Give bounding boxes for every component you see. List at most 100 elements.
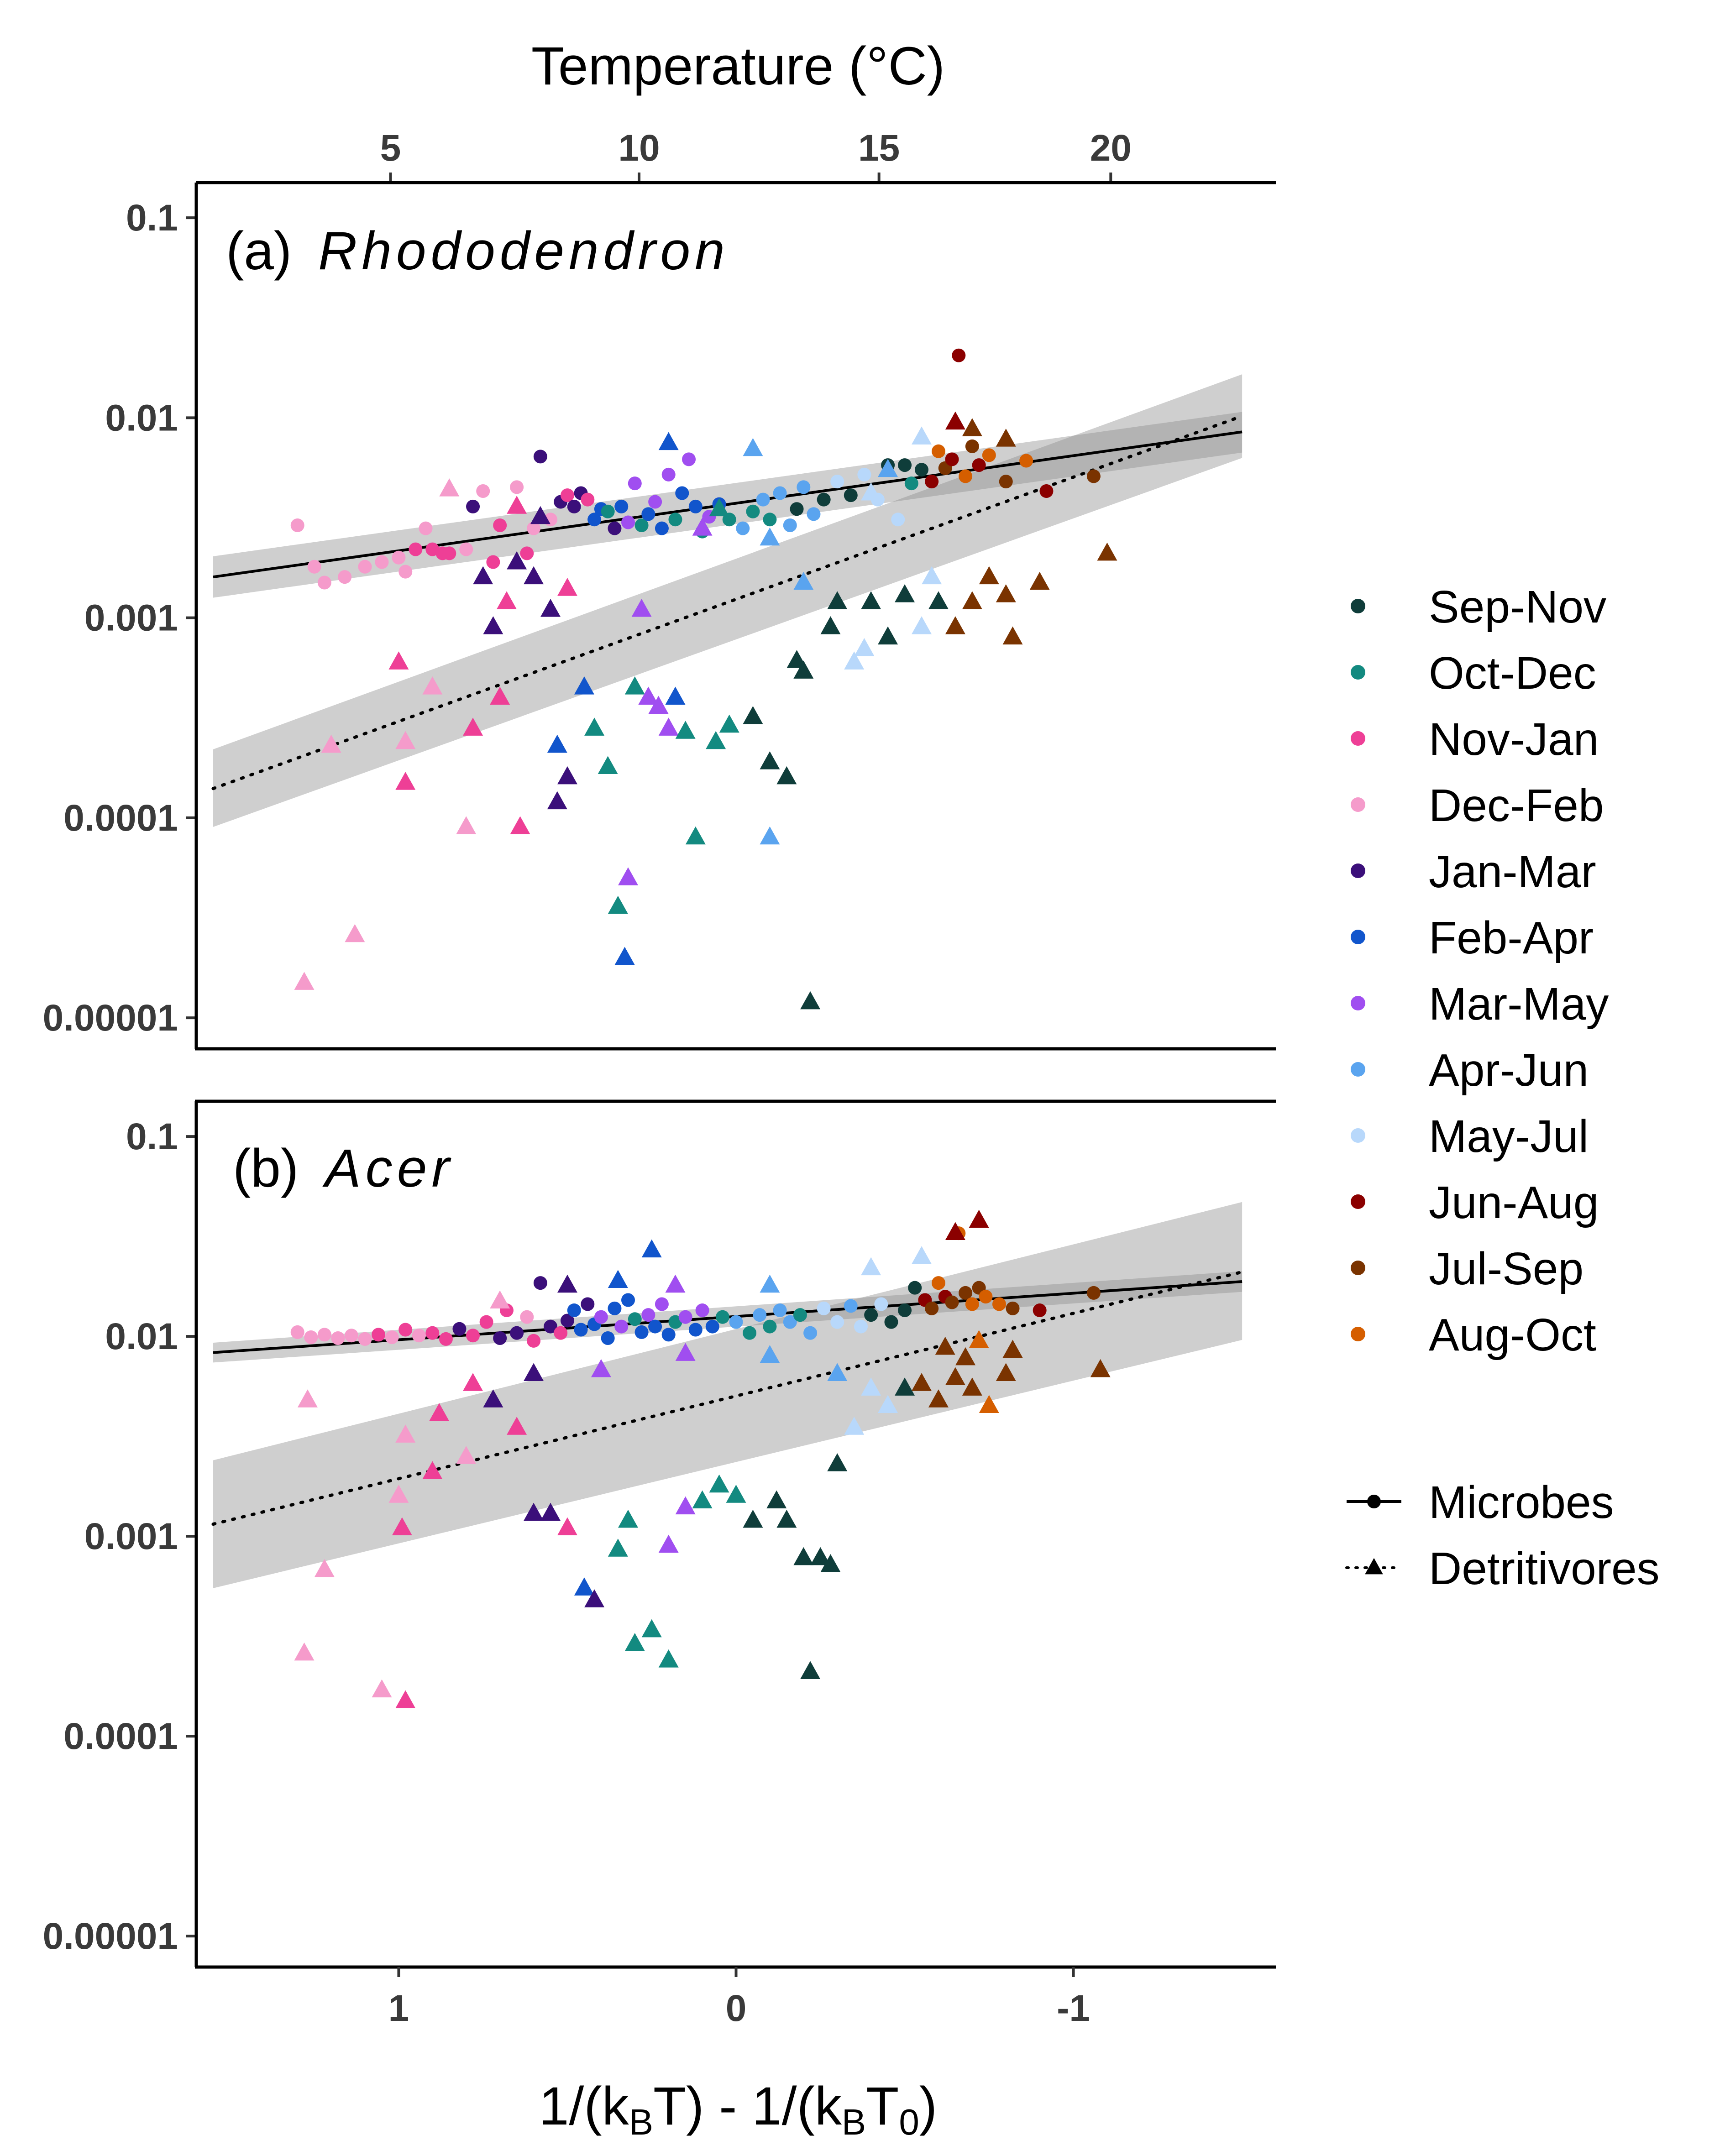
panel-b-point-triangle: [429, 1403, 450, 1421]
panel-b-point-triangle: [675, 1496, 696, 1515]
panel-a-point-triangle: [547, 791, 567, 810]
panel-b-point-circle: [763, 1319, 777, 1334]
panel-b-point-circle: [773, 1303, 787, 1318]
panel-b-point-triangle: [618, 1509, 638, 1528]
panel-b-point-circle: [1033, 1303, 1047, 1318]
panel-a-fit-microbes: [213, 430, 1243, 579]
panel-b-point-triangle: [395, 1424, 416, 1443]
panel-a-point-circle: [807, 507, 821, 521]
panel-a-point-triangle: [1002, 626, 1023, 645]
panel-b-point-circle: [412, 1329, 426, 1343]
panel-b-point-circle: [884, 1315, 898, 1329]
panel-a-point-triangle: [793, 571, 814, 590]
panel-a-point-triangle: [624, 676, 645, 695]
panel-a-point-triangle: [706, 731, 726, 749]
panel-b-y-tick-label: 0.00001: [43, 1915, 178, 1957]
panel-b-point-circle: [372, 1328, 386, 1342]
panel-a-point-circle: [290, 518, 304, 533]
panel-a-point-circle: [945, 452, 959, 466]
panel-a-point-circle: [763, 513, 777, 527]
top-axis-ticks: 5 10 15 20: [196, 127, 1276, 184]
x-axis-tick-label: 1: [388, 1988, 409, 2029]
panel-a-point-triangle: [962, 418, 982, 436]
legend-swatch-jul-sep: [1351, 1261, 1365, 1275]
panel-a-point-circle: [392, 550, 406, 565]
panel-a-point-circle: [790, 502, 804, 516]
panel-b-point-circle: [844, 1299, 858, 1313]
panel-a-point-triangle: [760, 527, 780, 546]
panel-a-point-circle: [952, 348, 966, 362]
panel-a-point-circle: [533, 450, 547, 464]
panel-b-point-circle: [344, 1329, 358, 1343]
panel-b-point-triangle: [658, 1649, 679, 1668]
panel-a-point-triangle: [844, 651, 865, 670]
panel-a-point-triangle: [540, 598, 561, 617]
panel-b-point-circle: [290, 1325, 304, 1339]
panel-b-point-circle: [479, 1315, 493, 1329]
panel-b-point-triangle: [608, 1270, 628, 1288]
panel-b-point-circle: [452, 1322, 467, 1336]
panel-b-point-triangle: [665, 1274, 686, 1293]
panel-b-point-circle: [560, 1313, 574, 1328]
panel-a-point-circle: [972, 458, 986, 472]
panel-b-point-circle: [874, 1297, 888, 1311]
panel-b-point-triangle: [422, 1461, 443, 1479]
panel-a-point-triangle: [996, 584, 1016, 602]
panel-b-point-circle: [439, 1332, 453, 1346]
legend-marker-detritivores: [1365, 1558, 1383, 1575]
x-axis-title-sub-2: B: [842, 2102, 866, 2142]
legend-swatch-jun-aug: [1351, 1194, 1365, 1209]
panel-b-point-circle: [678, 1310, 692, 1324]
panel-a-ci-detritivores: [213, 374, 1243, 827]
panel-b-point-triangle: [591, 1359, 611, 1377]
panel-a-point-triangle: [945, 616, 965, 634]
x-axis-title-part-3: T: [866, 2076, 899, 2136]
panel-b-point-circle: [864, 1308, 878, 1322]
panel-a-point-circle: [648, 495, 662, 509]
panel-b-point-triangle: [483, 1389, 503, 1408]
panel-a-point-circle: [746, 504, 760, 518]
panel-a-fit-detritivores: [211, 414, 1244, 790]
panel-b-point-circle: [614, 1319, 629, 1334]
panel-b-y-tick-label: 0.0001: [63, 1716, 178, 1757]
panel-b-point-circle: [743, 1326, 757, 1340]
panel-a-point-triangle: [388, 651, 409, 670]
panel-a-point-circle: [641, 507, 655, 521]
panel-b-point-triangle: [297, 1389, 318, 1408]
legend-label-dec-feb: Dec-Feb: [1429, 780, 1604, 831]
panel-b-point-circle: [608, 1301, 622, 1315]
panel-b-point-circle: [945, 1295, 959, 1309]
panel-a-point-circle: [783, 518, 797, 533]
panel-b-point-triangle: [524, 1502, 544, 1521]
panel-b-point-circle: [655, 1297, 669, 1311]
panel-b-label-prefix: (b): [233, 1138, 299, 1198]
panel-a-point-triangle: [878, 459, 898, 477]
panel-b-point-circle: [979, 1290, 993, 1304]
panel-a-point-circle: [1019, 454, 1033, 468]
panel-b-point-triangle: [675, 1343, 696, 1361]
panel-b-point-triangle: [463, 1373, 483, 1391]
panel-b-point-circle: [854, 1319, 868, 1334]
panel-b-point-circle: [705, 1319, 719, 1334]
panel-b-point-circle: [925, 1301, 939, 1315]
panel-b-point-triangle: [608, 1539, 628, 1557]
panel-a-points: [290, 348, 1117, 1010]
legend-label-may-jul: May-Jul: [1429, 1111, 1589, 1162]
panel-a-point-triangle: [648, 696, 669, 714]
panel-a-label-prefix: (a): [226, 221, 292, 281]
panel-b-point-circle: [688, 1323, 703, 1337]
panel-a-point-triangle: [439, 478, 460, 497]
panel-b-point-triangle: [861, 1377, 881, 1396]
panel-a-point-circle: [398, 565, 413, 579]
panel-b-point-circle: [908, 1281, 922, 1295]
panel-a-point-circle: [925, 475, 939, 489]
panel-b-point-circle: [567, 1303, 581, 1318]
panel-b-point-circle: [965, 1297, 979, 1311]
legend-label-sep-nov: Sep-Nov: [1429, 581, 1606, 633]
panel-b-point-triangle: [726, 1485, 746, 1503]
legend-swatch-aug-oct: [1351, 1327, 1365, 1341]
panel-a-point-triangle: [584, 717, 605, 736]
panel-a-point-triangle: [658, 717, 679, 736]
panel-b-label-taxon: Acer: [322, 1138, 454, 1198]
